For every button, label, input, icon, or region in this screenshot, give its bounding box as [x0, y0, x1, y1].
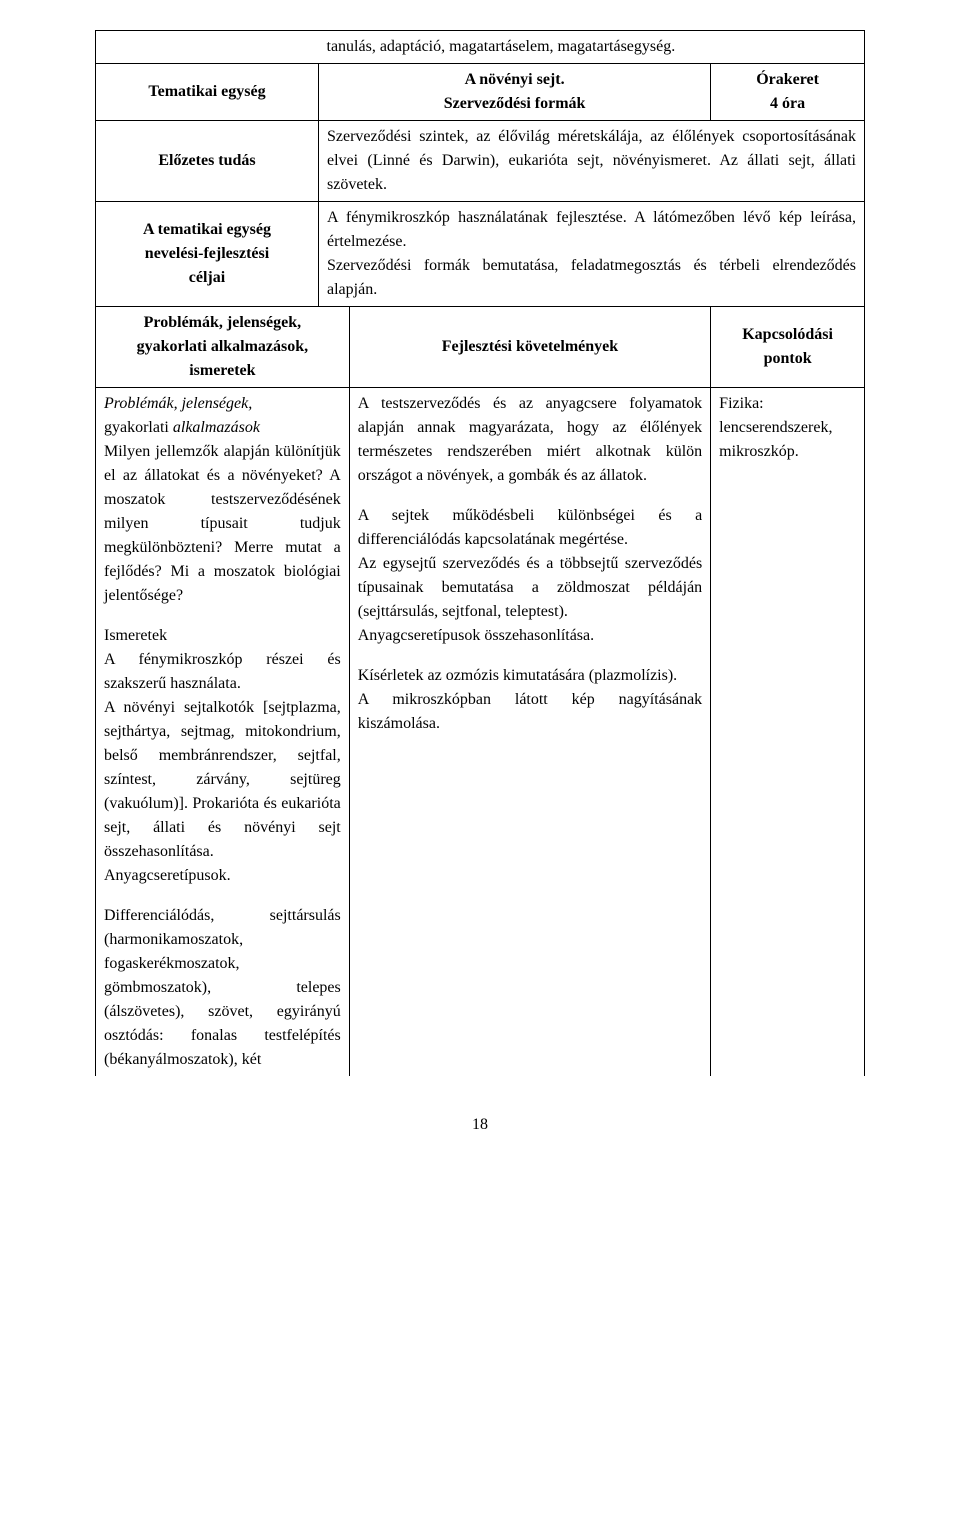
header-col1-line3: ismeretek [104, 359, 341, 383]
col1-p5: A növényi sejtalkotók [sejtplazma, sejth… [104, 696, 341, 888]
col2-p5: Kísérletek az ozmózis kimutatására (plaz… [358, 664, 702, 688]
orakeret-line-2: 4 óra [719, 92, 856, 116]
header-col1-line1: Problémák, jelenségek, [104, 311, 341, 335]
col3-p1: Fizika: lencserendszerek, mikroszkóp. [719, 392, 856, 464]
col2-p2: A sejtek működésbeli különbségei és a di… [358, 504, 702, 552]
elozetes-text: Szerveződési szintek, az élővilág mérets… [319, 121, 865, 202]
tematikai-label: Tematikai egység [96, 64, 319, 121]
tematikai-title: A növényi sejt. Szerveződési formák [319, 64, 711, 121]
col1-p1: Problémák, jelenségek, gyakorlati alkalm… [104, 392, 341, 440]
col2-p4: Anyagcseretípusok összehasonlítása. [358, 624, 702, 648]
col1-p1-italic1: Problémák, jelenségek, [104, 395, 252, 412]
elozetes-label: Előzetes tudás [96, 121, 319, 202]
row-top: tanulás, adaptáció, magatartáselem, maga… [96, 31, 865, 64]
celjai-label-3: céljai [104, 266, 310, 290]
title-line-2: Szerveződési formák [327, 92, 702, 116]
col2-p1: A testszerveződés és az anyagcsere folya… [358, 392, 702, 488]
header-fejlesztesi: Fejlesztési követelmények [349, 307, 710, 388]
col1-p4: A fénymikroszkóp részei és szakszerű has… [104, 648, 341, 696]
celjai-label-2: nevelési-fejlesztési [104, 242, 310, 266]
celjai-label-1: A tematikai egység [104, 218, 310, 242]
row-headers: Problémák, jelenségek, gyakorlati alkalm… [96, 307, 865, 388]
celjai-text: A fénymikroszkóp használatának fejleszté… [319, 202, 865, 307]
col1-p6: Differenciálódás, sejttársulás (harmonik… [104, 904, 341, 1072]
header-problemak: Problémák, jelenségek, gyakorlati alkalm… [96, 307, 350, 388]
orakeret-line-1: Órakeret [719, 68, 856, 92]
col2-p3: Az egysejtű szerveződés és a többsejtű s… [358, 552, 702, 624]
header-col1-line2: gyakorlati alkalmazások, [104, 335, 341, 359]
page-number: 18 [95, 1116, 865, 1134]
top-text: tanulás, adaptáció, magatartáselem, maga… [319, 31, 865, 64]
title-line-1: A növényi sejt. [327, 68, 702, 92]
row-tematikai-egyseg: Tematikai egység A növényi sejt. Szervez… [96, 64, 865, 121]
row-elozetes-tudas: Előzetes tudás Szerveződési szintek, az … [96, 121, 865, 202]
col1-p1-prefix: gyakorlati [104, 419, 173, 436]
col1-p3: Ismeretek [104, 624, 341, 648]
orakeret: Órakeret 4 óra [711, 64, 865, 121]
header-kapcsolodasi: Kapcsolódási pontok [711, 307, 865, 388]
curriculum-table: tanulás, adaptáció, magatartáselem, maga… [95, 30, 865, 1076]
content-col2: A testszerveződés és az anyagcsere folya… [349, 388, 710, 1077]
row-tematikai-celjai: A tematikai egység nevelési-fejlesztési … [96, 202, 865, 307]
content-col3: Fizika: lencserendszerek, mikroszkóp. [711, 388, 865, 1077]
celjai-label: A tematikai egység nevelési-fejlesztési … [96, 202, 319, 307]
row-content: Problémák, jelenségek, gyakorlati alkalm… [96, 388, 865, 1077]
col1-p2: Milyen jellemzők alapján különítjük el a… [104, 440, 341, 608]
col1-p1-italic2: alkalmazások [173, 419, 260, 436]
content-col1: Problémák, jelenségek, gyakorlati alkalm… [96, 388, 350, 1077]
col2-p6: A mikroszkópban látott kép nagyításának … [358, 688, 702, 736]
